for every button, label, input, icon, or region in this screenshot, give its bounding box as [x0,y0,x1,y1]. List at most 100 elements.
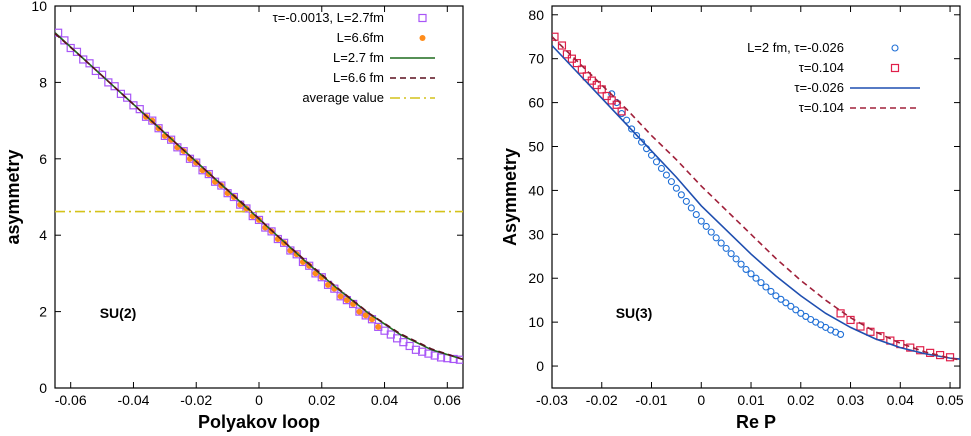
x-tick-label: 0.02 [787,392,814,408]
x-tick-label: 0.04 [887,392,914,408]
data-point [411,345,421,354]
data-point [638,138,646,146]
legend-entry-label: τ=-0.026 [794,80,844,95]
y-tick-label: 70 [528,51,544,67]
legend-entry-label: τ=0.104 [799,60,844,75]
data-point [792,306,800,314]
data-point [97,70,107,79]
data-point [707,228,715,236]
data-point [572,58,581,68]
y-axis-label: asymmetry [3,149,23,244]
x-tick-label: 0 [697,392,705,408]
legend-entry-label: L=6.6 fm [333,70,384,85]
series-line [55,32,463,361]
data-point [305,261,314,270]
y-tick-label: 60 [528,95,544,111]
data-point [72,47,82,56]
data-point [135,105,144,114]
data-point [916,346,925,355]
x-tick-label: 0.05 [936,392,963,408]
data-point [782,299,790,307]
data-point [204,169,213,179]
x-tick-label: -0.04 [118,392,150,408]
legend-marker [891,44,899,52]
data-point [747,270,755,278]
data-point [356,308,363,315]
legend-marker [890,63,900,73]
data-point [787,302,795,310]
data-point [343,297,350,304]
data-point [617,107,626,116]
data-point [337,293,344,300]
legend-entry-label: L=6.6fm [337,30,384,45]
y-tick-label: 40 [528,182,544,198]
data-point [737,260,745,268]
data-point [612,100,621,109]
legend-entry-label: L=2.7 fm [333,50,384,65]
data-point [436,353,446,362]
data-point [633,131,641,140]
panel-annotation: SU(3) [616,305,653,321]
legend-marker [419,35,426,41]
x-tick-label: -0.03 [536,392,568,408]
data-point [110,82,119,91]
data-point [418,347,427,356]
data-point [772,292,780,300]
data-point [154,124,163,133]
legend-entry-label: τ=0.104 [799,100,844,115]
data-point [742,265,750,273]
data-point [254,215,264,225]
x-tick-label: -0.01 [636,392,668,408]
data-point [242,204,251,213]
data-point [592,80,601,90]
data-point [652,158,661,166]
data-point [802,312,810,320]
data-point [368,316,375,323]
legend: τ=-0.0013, L=2.7fm L=6.6fm L=2.7 fm L=6.6 f… [273,10,435,105]
data-layer [552,32,960,362]
data-point [797,309,805,317]
data-point [672,184,680,192]
chart-panel-su2: -0.06 -0.04 -0.02 0 0.02 0.04 0.06 0 2 4 6 8 10 Polya… [3,0,464,432]
data-point [292,250,301,259]
y-tick-label: 30 [528,226,544,242]
data-point [557,41,567,50]
data-point [722,244,730,252]
data-point [702,222,710,230]
chart-panel-su3: -0.03 -0.02 -0.01 0 0.01 0.02 0.03 0.04 0.05 0 10 2… [500,5,964,432]
data-point [325,281,332,288]
x-axis-label: Polyakov loop [198,412,320,432]
data-point [455,355,463,364]
x-tick-label: 0.04 [371,392,398,408]
data-point [697,217,705,225]
data-point [767,287,775,295]
y-tick-label: 80 [528,7,544,23]
data-point [375,323,382,330]
y-axis-label: Asymmetry [500,148,520,246]
data-point [682,197,690,205]
data-point [732,255,740,263]
data-point [217,181,226,190]
data-point [148,116,157,125]
data-point [424,349,433,358]
data-point [267,227,276,236]
data-point [607,96,616,105]
x-tick-label: 0.01 [737,392,764,408]
data-point [752,274,760,282]
x-tick-label: 0 [255,392,263,408]
data-point [717,239,725,247]
data-point [727,250,735,258]
x-tick-label: -0.02 [180,392,212,408]
data-point [692,211,700,219]
y-tick-label: 20 [528,270,544,286]
data-point [662,171,670,179]
x-tick-label: -0.02 [586,392,618,408]
y-tick-label: 10 [528,314,544,330]
data-point [657,164,666,173]
y-tick-label: 0 [536,358,544,374]
data-point [179,147,188,156]
data-point [229,192,238,202]
data-point [876,332,885,341]
data-point [85,59,94,68]
